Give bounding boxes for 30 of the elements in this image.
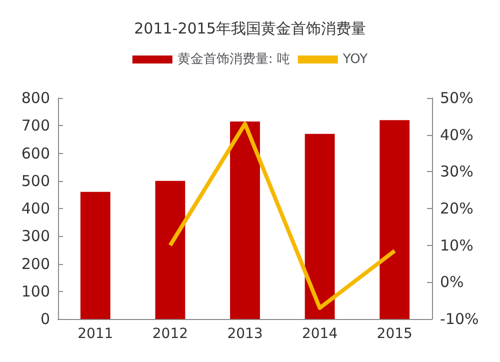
x-tick-label: 2015 — [376, 326, 412, 342]
y-tick-label: 700 — [21, 116, 50, 135]
y2-tick-label: 50% — [440, 89, 474, 107]
x-tick-label: 2014 — [302, 326, 338, 342]
bar — [80, 192, 110, 319]
y2-tick-label: 10% — [440, 236, 474, 254]
y-tick-label: 300 — [21, 227, 50, 246]
y-tick-label: 500 — [21, 172, 50, 190]
bar — [230, 121, 260, 319]
y2-tick-label: 20% — [440, 200, 474, 218]
y2-tick-label: 30% — [440, 162, 474, 181]
y-tick-label: 200 — [21, 254, 50, 273]
y2-tick-label: 0% — [440, 273, 464, 292]
line-series — [168, 122, 397, 310]
y2-tick-label: 40% — [440, 126, 474, 144]
y-tick-label: 0 — [40, 310, 50, 328]
x-tick-label: 2012 — [152, 326, 188, 342]
y-tick-label: 100 — [21, 282, 50, 300]
bar — [380, 120, 410, 319]
x-tick-label: 2011 — [78, 326, 114, 342]
bar — [155, 180, 186, 319]
bar — [304, 134, 335, 319]
y-tick-label: 600 — [21, 144, 50, 162]
y2-tick-label: -10% — [440, 310, 479, 328]
legend-label: 黄金首饰消费量: 吨 — [177, 52, 290, 67]
x-tick-label: 2013 — [227, 326, 263, 342]
y-tick-label: 800 — [21, 89, 50, 107]
legend-label: YOY — [342, 52, 368, 67]
chart-title: 2011-2015年我国黄金首饰消费量 — [134, 20, 366, 38]
y-tick-label: 400 — [21, 200, 50, 218]
